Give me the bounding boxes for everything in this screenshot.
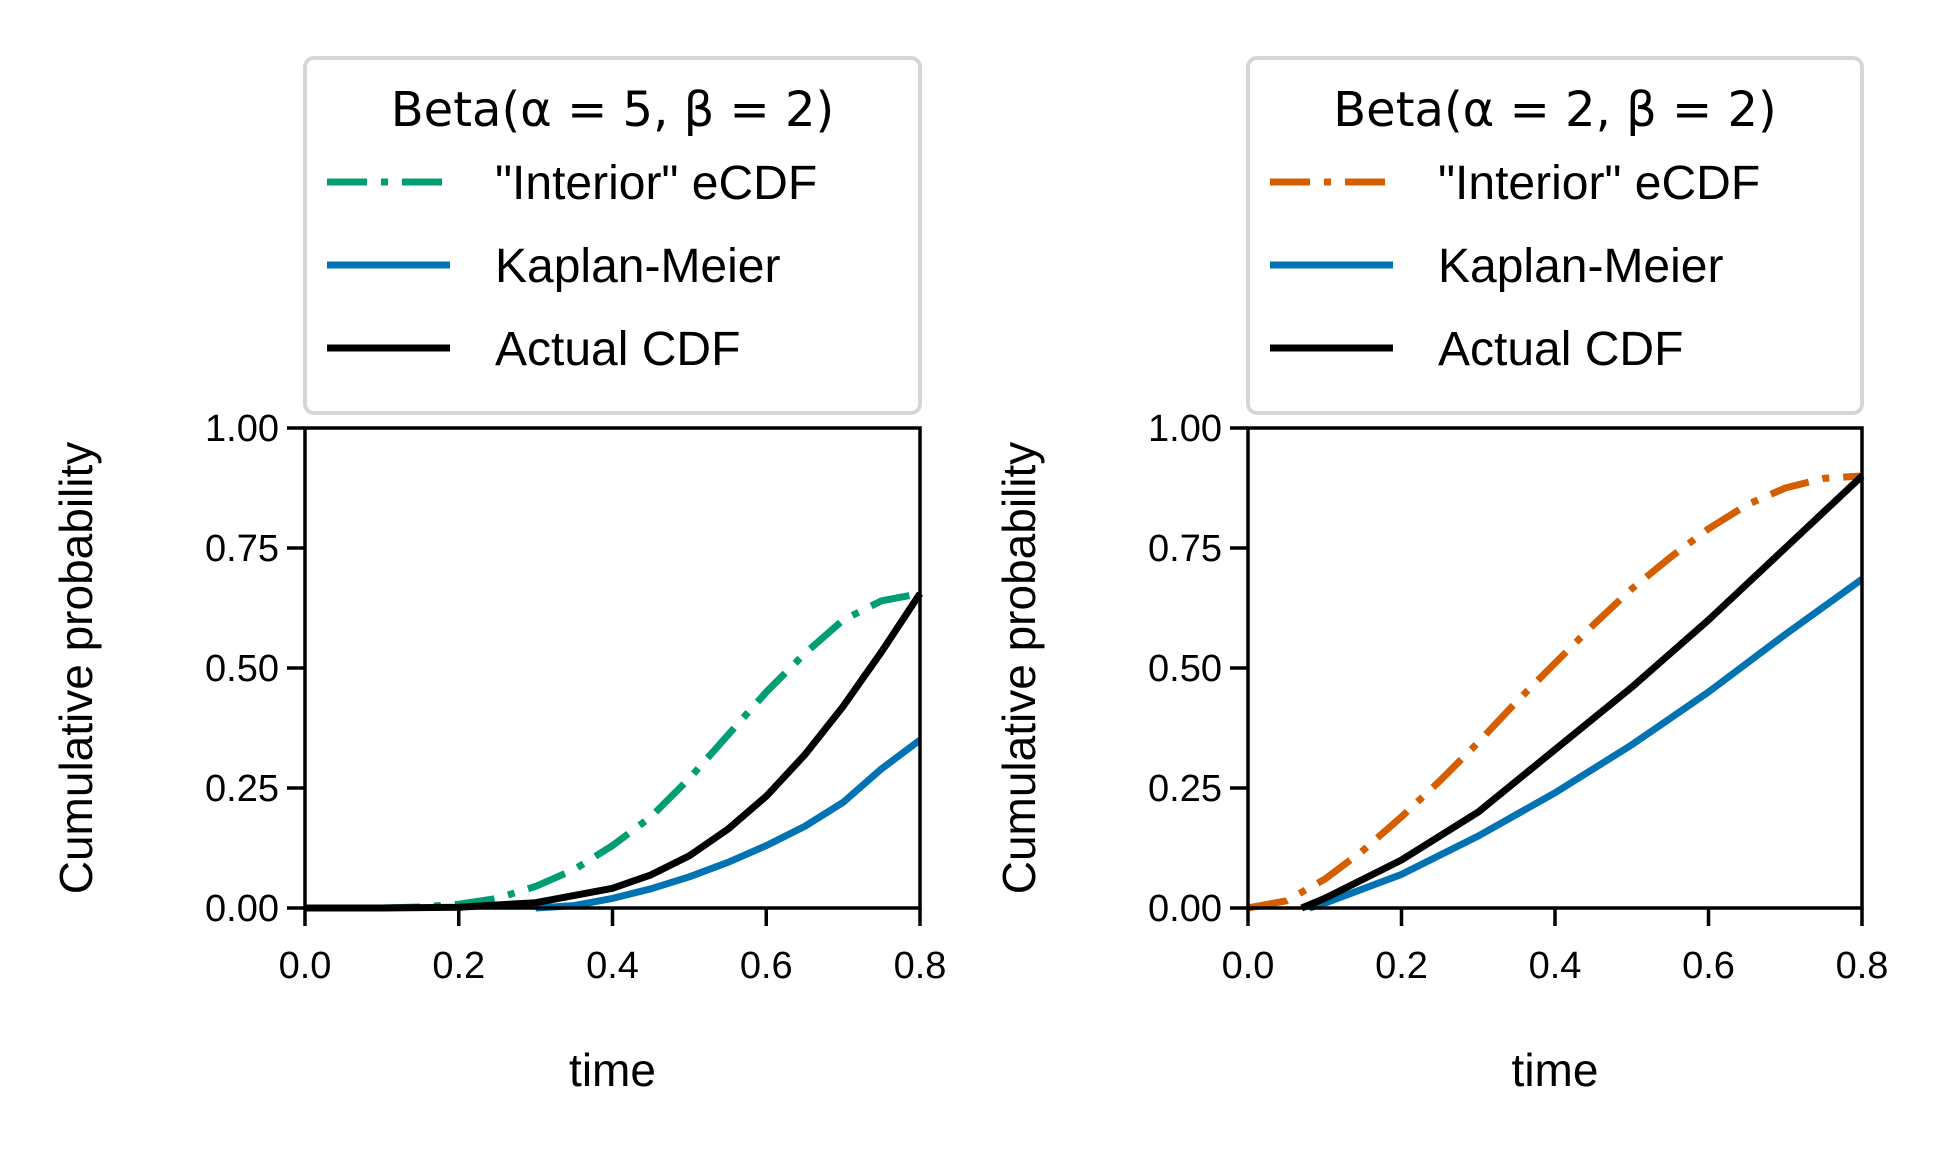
- series-line-2: [535, 737, 923, 912]
- series-line-1: [305, 590, 921, 912]
- y-tick-label: 0.25: [1148, 768, 1222, 810]
- x-axis-label: time: [1512, 1044, 1599, 1096]
- y-tick-label: 0.75: [205, 528, 279, 570]
- legend-label-3: Actual CDF: [1438, 323, 1683, 376]
- x-tick-label: 0.6: [740, 945, 793, 987]
- chart-panel-2: 0.0 0.2 0.4 0.6 0.8 0.00 0.25 0.50 0.75 1.00 time C…: [993, 56, 1889, 1096]
- y-tick-label: 0.00: [205, 888, 279, 930]
- y-tick-label: 1.00: [205, 408, 279, 450]
- legend-title: Beta(α = 5, β = 2): [391, 82, 834, 138]
- chart-panel-1: 0.0 0.2 0.4 0.6 0.8 0.00 0.25 0.50 0.75 1.00 time C…: [50, 56, 947, 1096]
- y-tick-label: 1.00: [1148, 408, 1222, 450]
- legend-label-2: Kaplan-Meier: [495, 240, 780, 293]
- legend-box: [1246, 56, 1864, 415]
- x-tick-label: 0.4: [586, 945, 639, 987]
- x-axis-label: time: [569, 1044, 656, 1096]
- legend-label-3: Actual CDF: [495, 323, 740, 376]
- legend-label-1: "Interior" eCDF: [1438, 157, 1760, 210]
- series-lines: [1247, 472, 1865, 912]
- series-lines: [305, 590, 923, 912]
- axes-frame: [303, 426, 922, 910]
- series-line-3: [305, 591, 923, 912]
- x-tick-label: 0.4: [1529, 945, 1582, 987]
- x-axis: 0.0 0.2 0.4 0.6 0.8: [279, 908, 947, 987]
- y-tick-label: 0.50: [205, 648, 279, 690]
- y-tick-label: 0.00: [1148, 888, 1222, 930]
- y-tick-label: 0.75: [1148, 528, 1222, 570]
- series-line-1: [1247, 472, 1863, 912]
- x-tick-label: 0.0: [279, 945, 332, 987]
- y-tick-label: 0.25: [205, 768, 279, 810]
- y-axis-label: Cumulative probability: [993, 442, 1045, 895]
- x-tick-label: 0.8: [894, 945, 947, 987]
- x-tick-label: 0.0: [1222, 945, 1275, 987]
- x-tick-label: 0.6: [1682, 945, 1735, 987]
- y-tick-label: 0.50: [1148, 648, 1222, 690]
- x-tick-label: 0.2: [1375, 945, 1428, 987]
- series-line-2: [1308, 576, 1865, 912]
- x-tick-label: 0.8: [1836, 945, 1889, 987]
- legend: Beta(α = 2, β = 2) "Interior" eCDF Kaplan-…: [1246, 56, 1864, 415]
- legend-title: Beta(α = 2, β = 2): [1333, 82, 1776, 138]
- legend-label-1: "Interior" eCDF: [495, 157, 817, 210]
- y-axis: 0.00 0.25 0.50 0.75 1.00: [205, 408, 305, 930]
- y-axis: 0.00 0.25 0.50 0.75 1.00: [1148, 408, 1248, 930]
- series-line-3: [1300, 473, 1865, 912]
- x-axis: 0.0 0.2 0.4 0.6 0.8: [1222, 908, 1889, 987]
- x-tick-label: 0.2: [432, 945, 485, 987]
- legend: Beta(α = 5, β = 2) "Interior" eCDF Kaplan-…: [303, 56, 922, 415]
- y-axis-label: Cumulative probability: [50, 442, 102, 895]
- legend-box: [303, 56, 922, 415]
- legend-label-2: Kaplan-Meier: [1438, 240, 1723, 293]
